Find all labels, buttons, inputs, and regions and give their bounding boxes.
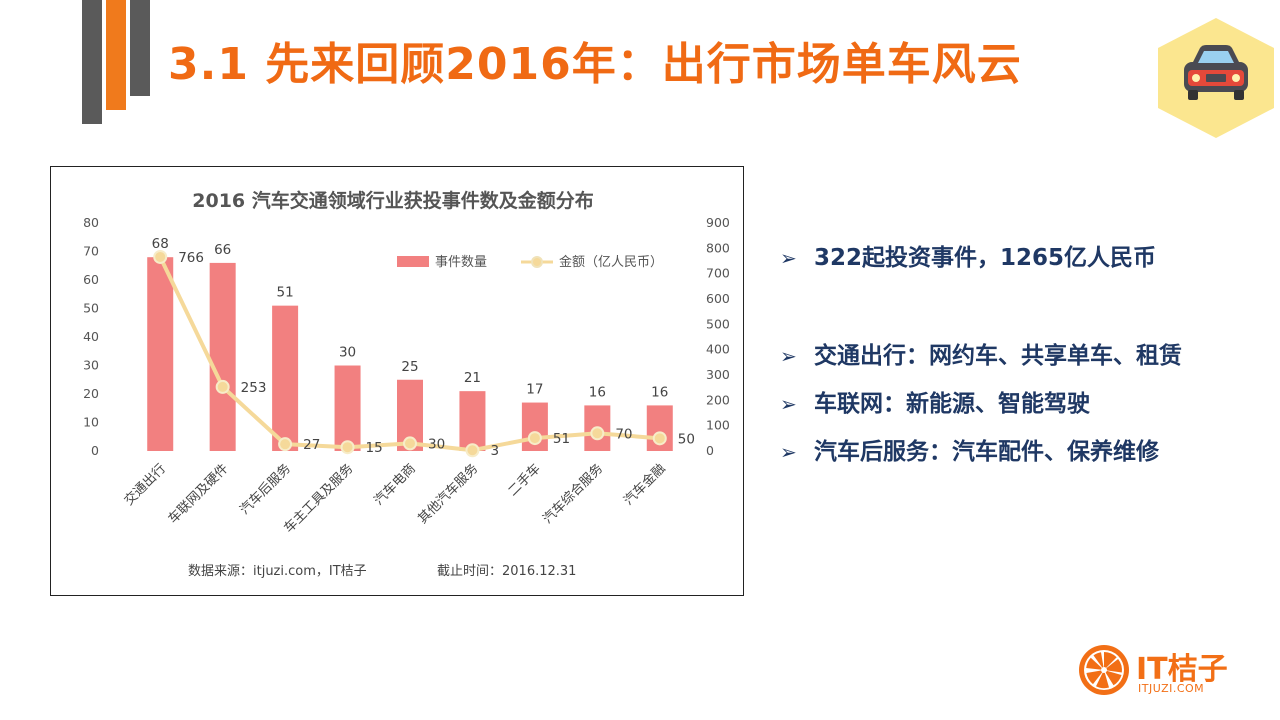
- y-left-tick-label: 20: [83, 386, 99, 401]
- legend-label-line: 金额（亿人民币）: [559, 254, 663, 270]
- line-value-label: 766: [178, 250, 204, 266]
- line-value-labels: 766 253 27 15 30 3 51 70 50: [178, 250, 695, 459]
- arrow-icon: ➢: [780, 392, 797, 416]
- y-left-tick-label: 50: [83, 301, 99, 316]
- y-left-axis: 0 10 20 30 40 50 60 70 80: [83, 215, 99, 458]
- y-right-tick-label: 100: [706, 418, 730, 433]
- bar-value-label: 30: [339, 345, 356, 361]
- bar: [334, 365, 361, 451]
- arrow-icon: ➢: [780, 440, 797, 464]
- orange-slice-icon: [1079, 645, 1129, 695]
- y-right-tick-label: 200: [706, 392, 730, 407]
- y-right-axis: 0 100 200 300 400 500 600 700 800 900: [706, 215, 730, 458]
- chart-legend: 事件数量 金额（亿人民币）: [397, 254, 663, 270]
- bar-line-chart: 2016 汽车交通领域行业获投事件数及金额分布 0102030405060708…: [83, 189, 730, 579]
- line-value-label: 51: [553, 431, 570, 447]
- line-point: [590, 426, 605, 441]
- legend-swatch-bar: [397, 256, 429, 267]
- x-axis-category-label: 二手车: [505, 461, 544, 500]
- decor-bar-gray-1: [82, 0, 102, 124]
- itjuzi-logo: IT桔子 ITJUZI.COM: [1078, 640, 1248, 700]
- line-value-label: 50: [678, 431, 695, 447]
- y-right-tick-label: 400: [706, 342, 730, 357]
- y-right-tick-label: 500: [706, 316, 730, 331]
- bar-value-label: 17: [526, 382, 543, 398]
- bar-value-label: 16: [589, 384, 606, 400]
- x-axis-category-label: 汽车金融: [621, 461, 669, 509]
- bullet-text: 322起投资事件，1265亿人民币: [814, 245, 1157, 271]
- car-badge: [1158, 18, 1274, 138]
- line-point: [278, 437, 293, 452]
- y-left-tick-label: 30: [83, 358, 99, 373]
- y-right-tick-label: 300: [706, 367, 730, 382]
- y-left-tick-label: 40: [83, 329, 99, 344]
- line-value-label: 27: [303, 437, 320, 453]
- x-axis-category-label: 交通出行: [121, 461, 169, 509]
- line-point: [153, 249, 168, 264]
- x-axis-category-label: 其他汽车服务: [415, 461, 481, 527]
- y-right-tick-label: 900: [706, 215, 730, 230]
- bullet-item-3: ➢ 车联网：新能源、智能驾驶: [780, 384, 1090, 418]
- line-series: [153, 249, 667, 458]
- bar-series: [147, 257, 673, 451]
- decor-bar-gray-2: [130, 0, 150, 96]
- bullet-item-2: ➢ 交通出行：网约车、共享单车、租赁: [780, 336, 1182, 370]
- y-right-tick-label: 600: [706, 291, 730, 306]
- line-point: [465, 443, 480, 458]
- line-value-label: 30: [428, 436, 445, 452]
- bar-value-label: 21: [464, 370, 481, 386]
- line-point: [215, 379, 230, 394]
- bar-value-label: 25: [401, 359, 418, 375]
- line-point: [403, 436, 417, 451]
- source-note: 数据来源：itjuzi.com，IT桔子: [188, 564, 367, 579]
- x-axis-category-label: 车联网及硬件: [165, 461, 231, 527]
- line-value-label: 3: [490, 443, 499, 459]
- bar-value-label: 66: [214, 242, 231, 258]
- y-right-tick-label: 800: [706, 240, 730, 255]
- x-axis-category-label: 汽车电商: [371, 461, 419, 509]
- bar-value-label: 16: [651, 384, 668, 400]
- line-value-label: 70: [615, 426, 632, 442]
- bar-value-label: 51: [277, 285, 294, 301]
- line-point: [652, 431, 667, 446]
- legend-marker-line: [531, 256, 543, 268]
- x-axis-category-label: 汽车综合服务: [540, 461, 606, 527]
- bar: [459, 391, 486, 451]
- date-note: 截止时间：2016.12.31: [437, 564, 576, 579]
- logo-name: IT桔子: [1136, 652, 1228, 687]
- y-left-tick-label: 70: [83, 244, 99, 259]
- chart-title: 2016 汽车交通领域行业获投事件数及金额分布: [192, 189, 594, 212]
- y-right-tick-label: 700: [706, 266, 730, 281]
- line-point: [527, 431, 542, 446]
- y-left-tick-label: 80: [83, 215, 99, 230]
- decor-bar-orange: [106, 0, 126, 110]
- bullet-text: 汽车后服务：汽车配件、保养维修: [814, 439, 1159, 465]
- bar: [272, 305, 299, 451]
- bar: [209, 262, 236, 451]
- car-icon: [1184, 45, 1248, 100]
- y-left-tick-label: 10: [83, 415, 99, 430]
- chart-frame: 2016 汽车交通领域行业获投事件数及金额分布 0 10 20 30 40 50 60 70 8…: [50, 166, 744, 596]
- bullet-item-1: ➢ 322起投资事件，1265亿人民币: [780, 238, 1156, 272]
- y-right-tick-label: 0: [706, 443, 714, 458]
- y-left-tick-label: 60: [83, 272, 99, 287]
- x-axis-category-label: 汽车后服务: [237, 461, 294, 518]
- arrow-icon: ➢: [780, 344, 797, 368]
- arrow-icon: ➢: [780, 246, 797, 270]
- line-value-label: 253: [241, 380, 267, 396]
- bullet-text: 交通出行：网约车、共享单车、租赁: [814, 343, 1182, 369]
- line-point: [340, 440, 355, 455]
- bullet-item-4: ➢ 汽车后服务：汽车配件、保养维修: [780, 432, 1159, 466]
- bullet-text: 车联网：新能源、智能驾驶: [814, 391, 1090, 417]
- bar-value-label: 68: [152, 236, 169, 252]
- bar: [147, 257, 174, 451]
- y-left-tick-label: 0: [91, 443, 99, 458]
- logo-site: ITJUZI.COM: [1138, 682, 1205, 695]
- slide-title: 3.1 先来回顾2016年：出行市场单车风云: [168, 39, 1022, 90]
- bar-value-labels: 68 66 51 30 25 21 17 16 16: [152, 236, 669, 400]
- legend-label-bar: 事件数量: [435, 255, 487, 270]
- line-value-label: 15: [366, 440, 383, 456]
